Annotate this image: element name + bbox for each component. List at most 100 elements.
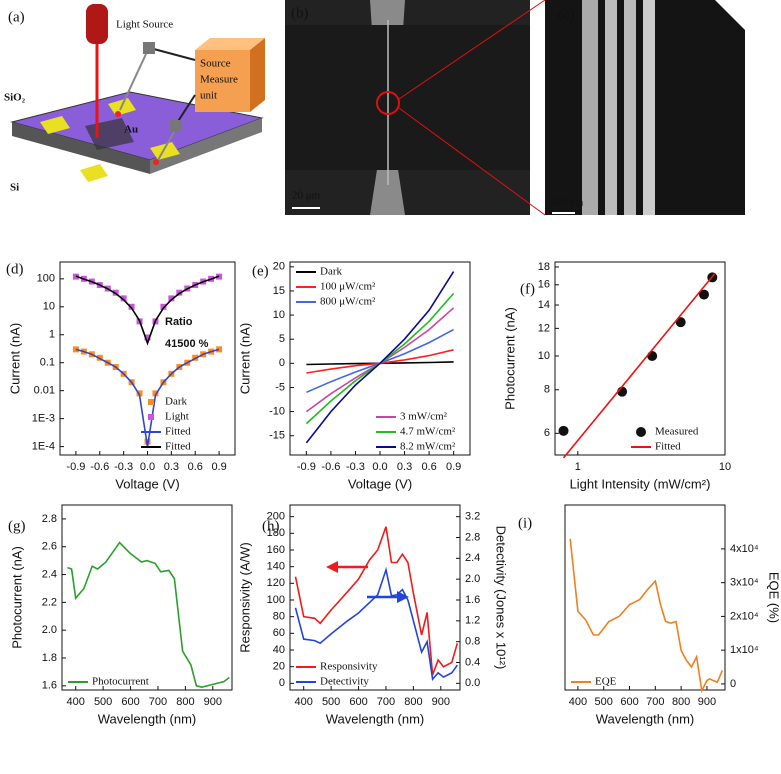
annotation: Source [200, 58, 231, 70]
y-tick-label: 0 [279, 677, 285, 689]
series-line [294, 566, 458, 682]
y2-tick-label: 0.8 [465, 636, 480, 648]
y-tick-label: 2x10⁴ [730, 610, 759, 622]
y-tick-label: 16 [538, 279, 550, 291]
x-tick-label: 500 [322, 696, 340, 708]
x-tick-label: 0.9 [211, 461, 226, 473]
x-tick-label: 1 [575, 461, 581, 473]
data-point [558, 425, 569, 436]
y-tick-label: 200 [267, 511, 285, 523]
x-tick-label: 500 [595, 696, 613, 708]
y-tick-label: 15 [273, 285, 285, 297]
sem-image [285, 0, 546, 216]
panel-label: (c) [558, 7, 575, 23]
x-tick-label: -0.3 [346, 461, 365, 473]
y-tick-label: 8 [544, 384, 550, 396]
y-tick-label: 0.1 [40, 357, 55, 369]
y-axis-label: Current (nA) [237, 323, 252, 395]
y-tick-label: 1E-3 [32, 413, 55, 425]
y-tick-label: 60 [273, 627, 285, 639]
legend-label: 800 μW/cm² [320, 296, 376, 308]
x-tick-label: 0.0 [372, 461, 387, 473]
series-line [305, 271, 455, 444]
y-tick-label: 5 [279, 333, 285, 345]
series-line [306, 349, 454, 374]
scale-bar-label: 400 nm [550, 197, 584, 209]
x-tick-label: -0.6 [321, 461, 340, 473]
panel-label: (h) [262, 518, 280, 534]
x-tick-label: 0.9 [446, 461, 461, 473]
x-tick-label: 400 [67, 696, 85, 708]
y-tick-label: 10 [43, 301, 55, 313]
data-point [647, 350, 658, 361]
y-tick-label: 14 [538, 299, 550, 311]
plot-frame [59, 261, 236, 456]
annotation: Light Source [116, 19, 173, 31]
series-line [569, 538, 724, 694]
plot-frame [289, 504, 461, 691]
y-tick-label: 100 [37, 273, 55, 285]
panel-label: (i) [518, 515, 532, 531]
y-tick-label: 3x10⁴ [730, 577, 759, 589]
sem-image [545, 0, 745, 215]
legend-swatch [636, 427, 646, 437]
legend-swatch [148, 414, 154, 420]
y-tick-label: 1x10⁴ [730, 644, 759, 656]
y2-tick-label: 2.4 [465, 552, 480, 564]
panel-label: (a) [8, 9, 25, 25]
legend-label: Fitted [165, 441, 191, 453]
x-tick-label: 0.6 [188, 461, 203, 473]
series-line [562, 273, 716, 459]
x-axis-label: Wavelength (nm) [98, 711, 197, 726]
x-tick-label: 700 [149, 696, 167, 708]
y-tick-label: 180 [267, 527, 285, 539]
legend-label: Responsivity [320, 661, 378, 673]
panel-label: (g) [8, 518, 26, 534]
x-axis-label: Light Intensity (mW/cm²) [570, 476, 711, 491]
y-tick-label: 2.4 [42, 568, 57, 580]
y-tick-label: 12 [538, 322, 550, 334]
x-tick-label: -0.3 [114, 461, 133, 473]
y-tick-label: 10 [273, 309, 285, 321]
legend-label: Light [165, 411, 189, 423]
y-tick-label: 2.6 [42, 541, 57, 553]
y-tick-label: 100 [267, 594, 285, 606]
y2-tick-label: 1.2 [465, 615, 480, 627]
y-tick-label: 10 [538, 350, 550, 362]
annotation: Si [10, 182, 19, 194]
x-tick-label: -0.9 [297, 461, 316, 473]
panel-label: (b) [291, 5, 309, 21]
x-tick-label: 800 [176, 696, 194, 708]
x-tick-label: 800 [672, 696, 690, 708]
y-tick-label: 80 [273, 611, 285, 623]
y2-tick-label: 0.0 [465, 677, 480, 689]
panel-label: (f) [520, 281, 535, 297]
data-point [698, 289, 709, 300]
x-tick-label: 700 [646, 696, 664, 708]
data-point [160, 303, 167, 310]
series-line [306, 328, 454, 394]
annotation: unit [200, 90, 217, 102]
panel-label: (e) [252, 263, 269, 279]
y-tick-label: 0 [279, 357, 285, 369]
series-line [305, 292, 455, 425]
legend-label: Dark [320, 266, 342, 278]
x-tick-label: 0.0 [140, 461, 155, 473]
x-tick-label: 0.3 [397, 461, 412, 473]
y-tick-label: -10 [269, 405, 285, 417]
x-tick-label: 0.3 [164, 461, 179, 473]
y-tick-label: 40 [273, 644, 285, 656]
annotation: 41500 % [165, 338, 209, 350]
y-tick-label: 2.2 [42, 596, 57, 608]
x-tick-label: 600 [121, 696, 139, 708]
data-point [136, 390, 143, 397]
data-point [675, 317, 686, 328]
x-tick-label: 10 [719, 461, 731, 473]
x-tick-label: 900 [204, 696, 222, 708]
legend-label: Fitted [655, 441, 681, 453]
y-tick-label: 4x10⁴ [730, 543, 759, 555]
x-axis-label: Wavelength (nm) [596, 711, 695, 726]
y2-tick-label: 0.4 [465, 656, 480, 668]
series-line [67, 541, 230, 689]
y2-tick-label: 3.2 [465, 511, 480, 523]
